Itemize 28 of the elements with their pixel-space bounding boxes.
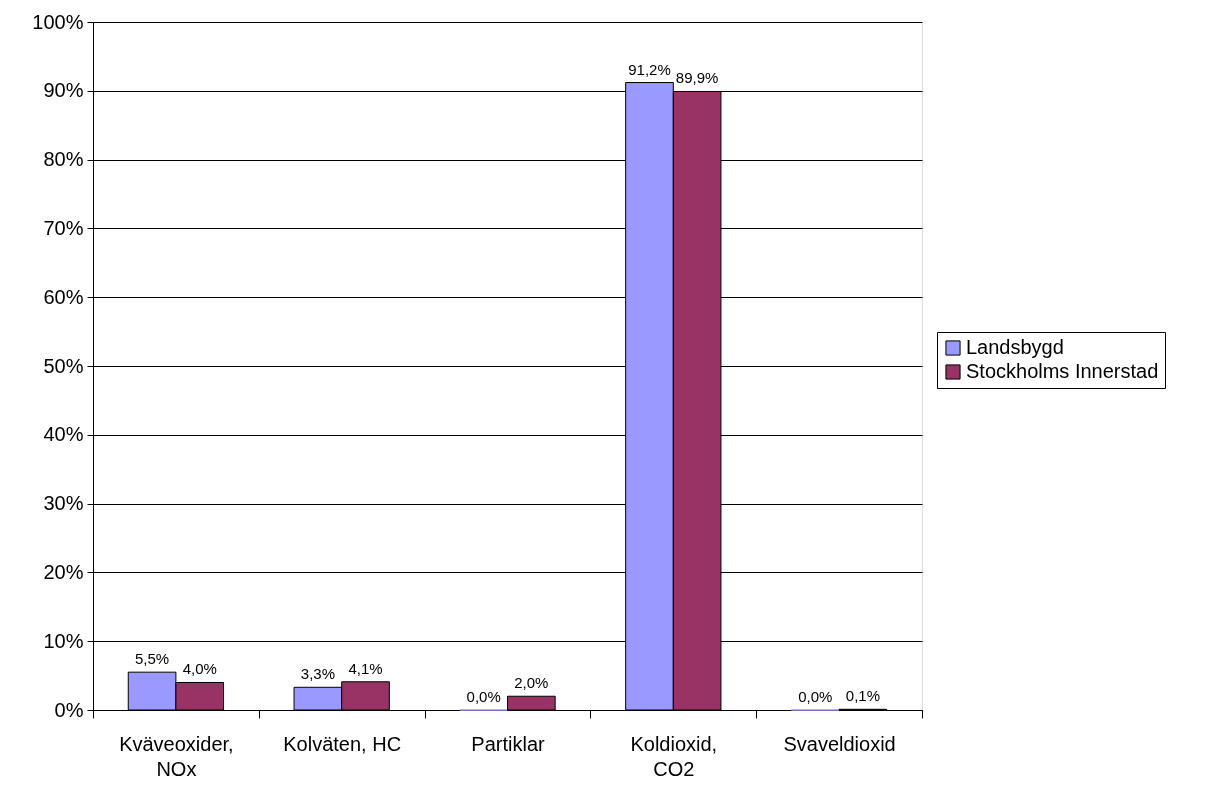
y-tick-label: 60% (43, 285, 84, 308)
x-tick-label: Partiklar (471, 732, 546, 755)
x-tick-label: Kolväten, HC (283, 732, 402, 755)
data-label: 3,3% (300, 665, 335, 683)
y-tick-label: 20% (43, 560, 84, 583)
y-tick-label: 10% (43, 629, 84, 652)
data-label: 0,0% (798, 688, 833, 705)
data-label: 4,0% (182, 660, 217, 678)
x-tick-label: Kväveoxider, NOx (119, 732, 234, 780)
y-tick-label: 80% (43, 148, 84, 171)
y-tick-label: 40% (43, 423, 84, 446)
data-label: 0,0% (466, 688, 501, 705)
x-tick-label: Svaveldioxid (783, 732, 896, 755)
y-tick-label: 30% (43, 492, 84, 515)
y-tick-label: 50% (43, 354, 84, 377)
legend-label: Landsbygd (966, 336, 1064, 358)
legend-label: Stockholms Innerstad (966, 360, 1159, 382)
x-tick-label: Koldioxid, CO2 (630, 732, 718, 780)
y-tick-label: 0% (54, 698, 84, 721)
data-label: 2,0% (514, 674, 549, 692)
data-label: 89,9% (675, 69, 719, 87)
data-label: 0,1% (845, 687, 881, 705)
y-tick-label: 90% (43, 79, 84, 102)
data-label: 5,5% (134, 650, 170, 668)
y-tick-label: 70% (43, 216, 84, 239)
data-label: 91,2% (628, 60, 671, 78)
data-label: 4,1% (348, 659, 383, 677)
y-tick-label: 100% (32, 10, 84, 33)
